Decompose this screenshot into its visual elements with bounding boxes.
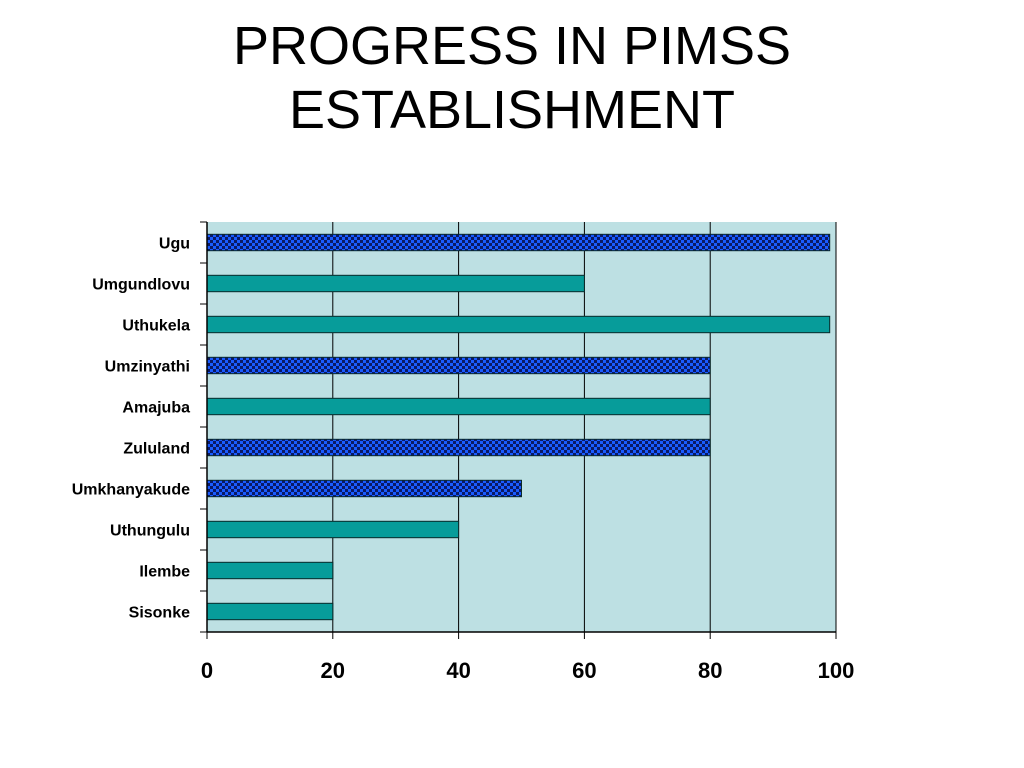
bar-uthukela <box>206 315 831 334</box>
category-label: Umkhanyakude <box>72 482 190 499</box>
bar-umzinyathi <box>206 356 711 375</box>
x-tick-label: 80 <box>698 658 722 683</box>
x-tick-label: 0 <box>201 658 213 683</box>
category-label: Uthungulu <box>110 523 190 540</box>
category-label: Umzinyathi <box>105 359 190 376</box>
bar-umgundlovu <box>206 274 585 293</box>
bar-zululand <box>206 438 711 457</box>
axes <box>200 221 837 639</box>
category-label: Uthukela <box>122 318 190 335</box>
x-tick-label: 40 <box>446 658 470 683</box>
category-label: Ugu <box>159 236 190 253</box>
category-label: Zululand <box>123 441 190 458</box>
bar-umkhanyakude <box>206 479 522 498</box>
bar-ugu <box>206 233 831 252</box>
chart-title-line-2: ESTABLISHMENT <box>288 80 736 140</box>
category-label: Ilembe <box>139 564 190 581</box>
bar-ilembe <box>206 561 334 580</box>
bars <box>206 233 831 621</box>
bar-sisonke <box>206 602 334 621</box>
x-tick-label: 60 <box>572 658 596 683</box>
bar-amajuba <box>206 397 711 416</box>
bar-uthungulu <box>206 520 460 539</box>
category-label: Sisonke <box>129 605 190 622</box>
x-tick-label: 100 <box>818 658 855 683</box>
category-label: Umgundlovu <box>92 277 190 294</box>
chart-title-line-1: PROGRESS IN PIMSS <box>232 16 792 76</box>
category-label: Amajuba <box>122 400 190 417</box>
tick-labels: Ugu Umgundlovu Uthukela Umzinyathi Amajuba Zu… <box>72 236 855 684</box>
x-tick-label: 20 <box>321 658 345 683</box>
chart-title: PROGRESS IN PIMSS ESTABLISHMENT <box>0 14 1024 142</box>
